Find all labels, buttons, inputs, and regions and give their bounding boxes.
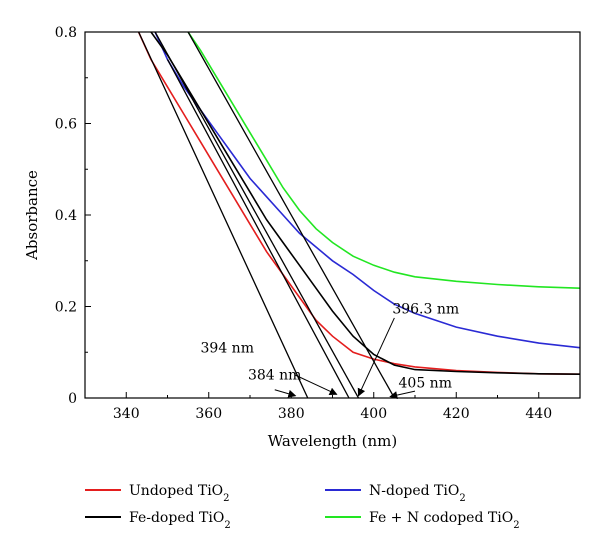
y-tick-label-1: 0.2 xyxy=(55,300,77,316)
annotation-arrow-3 xyxy=(357,317,395,397)
annotation-label-4: 405 nm xyxy=(399,375,452,391)
tangent-line-1 xyxy=(138,32,309,398)
x-tick-label-420: 420 xyxy=(443,406,470,422)
tangent-line-4 xyxy=(187,32,395,398)
axes: 384 nm 394 nm 396.3 nm 405 nm 340 360 380 400 42… xyxy=(23,25,581,450)
annotation-arrow-1 xyxy=(274,389,297,398)
series-line-3 xyxy=(150,32,580,375)
x-tick-label-360: 360 xyxy=(195,406,222,422)
x-axis-label: Wavelength (nm) xyxy=(268,432,397,450)
legend-label-1: Undoped TiO2 xyxy=(129,483,230,504)
plot-area xyxy=(137,32,580,398)
x-tick-label-440: 440 xyxy=(525,406,552,422)
y-tick-label-0: 0 xyxy=(68,391,77,407)
y-axis-label: Absorbance xyxy=(23,170,41,261)
annotation-arrow-2 xyxy=(295,374,338,396)
legend-label-4: Fe + N codoped TiO2 xyxy=(369,510,520,531)
x-tick-label-400: 400 xyxy=(360,406,387,422)
legend-label-3: Fe-doped TiO2 xyxy=(129,510,231,531)
tangent-line-3 xyxy=(154,32,360,398)
series-line-4 xyxy=(187,32,580,289)
tangent-line-2 xyxy=(166,59,350,398)
plot-frame xyxy=(84,31,581,399)
annotation-label-2: 394 nm xyxy=(201,340,254,356)
annotation-arrow-4 xyxy=(389,390,416,400)
annotation-label-1: 384 nm xyxy=(248,368,301,384)
annotation-label-3: 396.3 nm xyxy=(392,301,459,317)
x-tick-label-340: 340 xyxy=(113,406,140,422)
y-tick-label-3: 0.6 xyxy=(55,117,77,133)
legend: Undoped TiO2 N-doped TiO2 Fe-doped TiO2 Fe … xyxy=(85,483,520,531)
series-line-1 xyxy=(137,32,580,375)
legend-label-2: N-doped TiO2 xyxy=(369,483,466,504)
y-tick-label-4: 0.8 xyxy=(55,25,77,41)
x-tick-label-380: 380 xyxy=(278,406,305,422)
y-tick-label-2: 0.4 xyxy=(55,208,77,224)
